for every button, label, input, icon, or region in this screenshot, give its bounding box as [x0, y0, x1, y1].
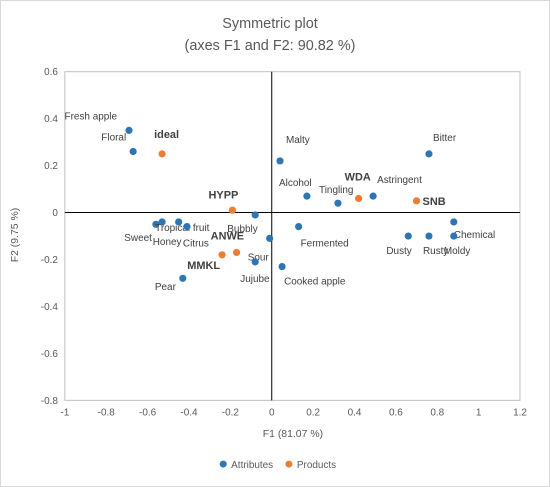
point-sweet	[152, 220, 160, 228]
point-label-wda: WDA	[345, 172, 371, 184]
point-tropical-fruit	[158, 218, 166, 226]
point-cooked-apple	[278, 262, 286, 271]
point-honey	[175, 218, 183, 226]
legend-label-products: Products	[297, 460, 336, 471]
point-tingling	[334, 199, 342, 207]
point-label-tingling: Tingling	[319, 185, 353, 196]
y-tick-label: 0.4	[44, 114, 58, 125]
point-label-mmkl: MMKL	[187, 260, 220, 272]
point-alcohol	[303, 192, 311, 200]
point-label-snb: SNB	[423, 196, 446, 208]
x-tick-label: 0.6	[389, 407, 403, 418]
plot-area	[64, 71, 521, 401]
point-label-chemical: Chemical	[454, 230, 495, 241]
point-label-cooked-apple: Cooked apple	[284, 276, 346, 287]
point-label-alcohol: Alcohol	[279, 178, 312, 189]
point-label-astringent: Astringent	[377, 175, 422, 186]
point-malty	[276, 157, 284, 165]
point-jujube	[251, 258, 259, 266]
x-tick-label: -1	[60, 407, 69, 418]
y-tick-label: -0.2	[41, 255, 59, 266]
point-label-bitter: Bitter	[433, 133, 457, 144]
x-tick-label: 1.2	[513, 407, 527, 418]
point-fermented	[295, 223, 303, 231]
legend: Attributes Products	[219, 460, 336, 471]
x-tick-label: 0.2	[306, 407, 320, 418]
point-snb	[412, 197, 421, 205]
point-label-tropical-fruit: Tropical fruit	[155, 223, 210, 234]
point-floral	[129, 147, 137, 156]
point-label-honey: Honey	[153, 237, 182, 248]
point-label-dusty: Dusty	[386, 246, 411, 257]
y-tick-label: -0.4	[41, 302, 59, 313]
point-label-fresh-apple: Fresh apple	[65, 111, 118, 122]
x-tick-label: 0.4	[348, 407, 362, 418]
x-tick-label: 0.8	[430, 407, 444, 418]
point-fresh-apple	[125, 126, 133, 134]
y-axis-title: F2 (9.75 %)	[10, 208, 21, 263]
y-tick-label: -0.8	[41, 396, 59, 407]
y-tick-label: 0.2	[44, 161, 58, 172]
point-sour	[266, 234, 274, 242]
y-tick-label: 0	[52, 208, 58, 219]
y-tick-labels: 0.6 0.4 0.2 0 -0.2 -0.4 -0.6 -0.8	[41, 67, 59, 407]
x-tick-label: 0	[269, 407, 275, 418]
point-rusty	[425, 232, 433, 240]
x-tick-label: -0.4	[180, 407, 198, 418]
point-label-moldy: Moldy	[444, 246, 471, 257]
point-citrus	[183, 223, 191, 231]
point-anwe	[232, 248, 241, 257]
point-bitter	[425, 150, 433, 158]
x-tick-label: -0.6	[139, 407, 157, 418]
point-pear	[179, 274, 187, 282]
point-label-fermented: Fermented	[301, 239, 349, 250]
chart-subtitle: (axes F1 and F2: 90.82 %)	[185, 38, 356, 54]
point-label-floral: Floral	[101, 133, 126, 144]
y-tick-label: -0.6	[41, 349, 59, 360]
point-label-malty: Malty	[286, 135, 310, 146]
point-dusty	[404, 232, 412, 240]
point-wda	[355, 194, 363, 203]
chart-title: Symmetric plot	[222, 16, 317, 32]
point-label-rusty: Rusty	[423, 246, 448, 257]
point-label-bubbly: Bubbly	[227, 224, 257, 235]
point-moldy	[450, 232, 458, 240]
x-axis-title: F1 (81.07 %)	[263, 429, 323, 440]
point-label-ideal: ideal	[154, 129, 179, 141]
y-tick-label: 0.6	[44, 67, 58, 78]
point-label-sweet: Sweet	[124, 233, 152, 244]
point-label-sour: Sour	[248, 252, 270, 263]
x-tick-label: -0.2	[222, 407, 240, 418]
point-hypp	[228, 206, 237, 214]
plot-frame	[64, 71, 521, 401]
point-ideal	[158, 150, 166, 158]
legend-marker-products	[285, 460, 293, 468]
data-points: Fresh apple Floral Malty Bitter Alcohol Tingl…	[65, 111, 496, 293]
x-tick-label: 1	[476, 407, 482, 418]
point-label-hypp: HYPP	[209, 189, 239, 201]
legend-marker-attributes	[219, 460, 227, 468]
point-label-pear: Pear	[155, 282, 177, 293]
x-tick-label: -0.8	[98, 407, 116, 418]
point-astringent	[369, 192, 377, 200]
point-label-citrus: Citrus	[183, 239, 209, 250]
x-tick-labels: -1 -0.8 -0.6 -0.4 -0.2 0 0.2 0.4 0.6 0.8 1 1.2	[60, 407, 527, 418]
legend-label-attributes: Attributes	[231, 460, 273, 471]
point-mmkl	[218, 251, 226, 259]
point-chemical	[450, 218, 458, 226]
point-label-anwe: ANWE	[211, 231, 244, 243]
point-bubbly	[251, 211, 259, 219]
point-label-jujube: Jujube	[240, 274, 270, 285]
